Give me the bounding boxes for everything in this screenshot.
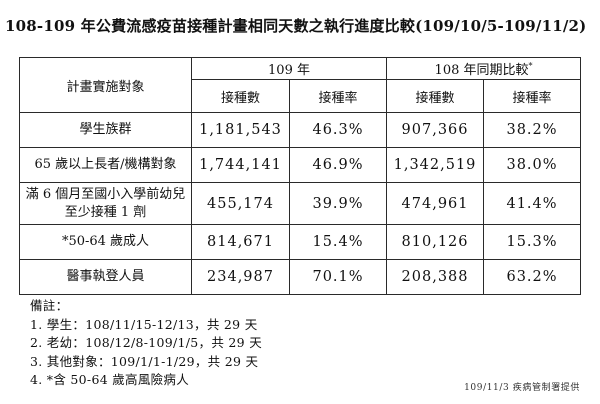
rate-108-cell: 15.3%	[483, 224, 582, 260]
column-group-108-label: 108 年同期比較	[434, 63, 529, 78]
column-group-year-109: 109 年	[190, 57, 388, 80]
rate-108-cell: 41.4%	[483, 182, 582, 225]
rate-109-cell: 46.9%	[288, 147, 388, 183]
subheader-rate-109: 接種率	[288, 79, 388, 113]
row-label: 65 歲以上長者/機構對象	[19, 147, 192, 183]
count-109-cell: 814,671	[191, 224, 290, 260]
row-label: 滿 6 個月至國小入學前幼兒 至少接種 1 劑	[19, 182, 192, 225]
count-109-cell: 1,744,141	[191, 147, 290, 183]
rate-109-cell: 15.4%	[288, 224, 388, 260]
row-label: 學生族群	[19, 112, 192, 148]
row-label: *50-64 歲成人	[19, 224, 192, 260]
count-109-cell: 1,181,543	[191, 112, 290, 148]
footnote-item: 1. 學生：108/11/15-12/13，共 29 天	[30, 316, 258, 332]
rate-108-cell: 38.2%	[483, 112, 582, 148]
count-109-cell: 455,174	[191, 182, 290, 225]
subheader-count-109: 接種數	[191, 79, 290, 113]
column-group-109-label: 109 年	[268, 63, 310, 78]
footnote-item: 3. 其他對象：109/1/1-1/29，共 29 天	[30, 353, 259, 369]
rate-109-cell: 70.1%	[288, 259, 388, 295]
rate-108-cell: 63.2%	[483, 259, 582, 295]
count-108-cell: 810,126	[386, 224, 485, 260]
table-row-adults-50-64: *50-64 歲成人 814,671 15.4% 810,126 15.3%	[19, 224, 582, 260]
table-row-young-children: 滿 6 個月至國小入學前幼兒 至少接種 1 劑 455,174 39.9% 47…	[19, 182, 582, 225]
corner-header-target-group: 計畫實施對象	[19, 57, 192, 113]
count-108-cell: 907,366	[386, 112, 485, 148]
rate-109-cell: 39.9%	[288, 182, 388, 225]
page-title: 108-109 年公費流感疫苗接種計畫相同天數之執行進度比較(109/10/5-…	[5, 17, 587, 35]
count-108-cell: 1,342,519	[386, 147, 485, 183]
count-108-cell: 474,961	[386, 182, 485, 225]
table-row-students: 學生族群 1,181,543 46.3% 907,366 38.2%	[19, 112, 582, 148]
column-group-108-superscript: *	[528, 61, 533, 71]
count-108-cell: 208,388	[386, 259, 485, 295]
rate-109-cell: 46.3%	[288, 112, 388, 148]
footnotes-section: 備註： 1. 學生：108/11/15-12/13，共 29 天 2. 老幼：1…	[30, 297, 262, 390]
source-credit: 109/11/3 疾病管制署提供	[464, 383, 580, 393]
table-row-medical-personnel: 醫事執登人員 234,987 70.1% 208,388 63.2%	[19, 259, 582, 295]
subheader-rate-108: 接種率	[483, 79, 582, 113]
column-group-year-108: 108 年同期比較*	[386, 57, 582, 80]
subheader-count-108: 接種數	[386, 79, 485, 113]
footnote-item: 2. 老幼：108/12/8-109/1/5，共 29 天	[30, 335, 263, 351]
vaccination-comparison-table: 計畫實施對象 109 年 108 年同期比較* 接種數 接種率 接種數 接種率 …	[19, 57, 582, 295]
row-label: 醫事執登人員	[19, 259, 192, 295]
footnote-item: 4. *含 50-64 歲高風險病人	[30, 372, 190, 388]
rate-108-cell: 38.0%	[483, 147, 582, 183]
table-row-elderly: 65 歲以上長者/機構對象 1,744,141 46.9% 1,342,519 …	[19, 147, 582, 183]
footnotes-heading: 備註：	[30, 298, 69, 313]
count-109-cell: 234,987	[191, 259, 290, 295]
